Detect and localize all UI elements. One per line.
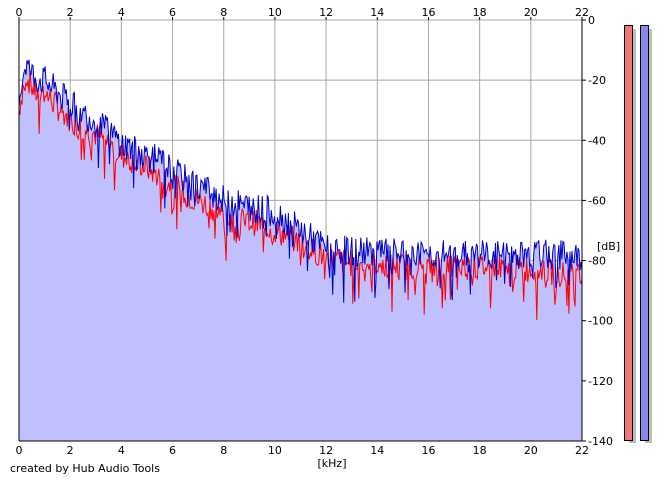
x-tick-label-bottom: 18 bbox=[473, 444, 487, 457]
x-tick-label-top: 16 bbox=[421, 6, 435, 19]
spectrum-area bbox=[19, 59, 582, 442]
spectrum-fill bbox=[19, 59, 582, 442]
y-tick-label: -20 bbox=[588, 74, 606, 87]
x-tick-label-top: 10 bbox=[268, 6, 282, 19]
x-ticks-bottom: 0 2 4 6 8 10 12 14 16 18 20 22 bbox=[16, 444, 590, 457]
x-tick-label-bottom: 8 bbox=[220, 444, 227, 457]
axes bbox=[18, 20, 583, 442]
x-tick-label-top: 2 bbox=[67, 6, 74, 19]
y-tick-label: -80 bbox=[588, 255, 606, 268]
level-meter-left bbox=[624, 25, 633, 441]
y-tick-label: 0 bbox=[588, 14, 595, 27]
x-tick-label-bottom: 0 bbox=[16, 444, 23, 457]
x-tick-label-bottom: 12 bbox=[319, 444, 333, 457]
y-axis-label: [dB] bbox=[597, 240, 620, 253]
x-tick-label-top: 12 bbox=[319, 6, 333, 19]
x-tick-label-bottom: 6 bbox=[169, 444, 176, 457]
x-tick-label-bottom: 2 bbox=[67, 444, 74, 457]
x-ticks-top: 0 2 4 6 8 10 12 14 16 18 20 22 bbox=[16, 6, 589, 20]
x-tick-label-bottom: 4 bbox=[118, 444, 125, 457]
series-lines bbox=[18, 59, 583, 321]
x-tick-label-bottom: 10 bbox=[268, 444, 282, 457]
x-tick-label-top: 14 bbox=[370, 6, 384, 19]
x-tick-label-top: 22 bbox=[575, 6, 589, 19]
x-tick-label-top: 6 bbox=[169, 6, 176, 19]
credit-text: created by Hub Audio Tools bbox=[10, 462, 160, 475]
x-tick-label-top: 0 bbox=[16, 6, 23, 19]
y-tick-label: -120 bbox=[588, 375, 613, 388]
level-meter-right bbox=[640, 25, 649, 441]
x-tick-label-bottom: 14 bbox=[370, 444, 384, 457]
x-tick-label-top: 18 bbox=[473, 6, 487, 19]
x-tick-label-bottom: 20 bbox=[524, 444, 538, 457]
y-tick-label: -140 bbox=[588, 435, 613, 448]
y-tick-label: -60 bbox=[588, 194, 606, 207]
y-tick-label: -40 bbox=[588, 134, 606, 147]
x-tick-label-top: 8 bbox=[220, 6, 227, 19]
x-axis-label: [kHz] bbox=[318, 457, 347, 470]
x-tick-label-top: 4 bbox=[118, 6, 125, 19]
y-ticks: 0 -20 -40 -60 -80 -100 -120 -140 bbox=[582, 14, 613, 448]
x-tick-label-bottom: 16 bbox=[421, 444, 435, 457]
series-line-blue bbox=[18, 59, 583, 303]
y-tick-label: -100 bbox=[588, 315, 613, 328]
x-tick-label-top: 20 bbox=[524, 6, 538, 19]
x-tick-label-bottom: 22 bbox=[575, 444, 589, 457]
